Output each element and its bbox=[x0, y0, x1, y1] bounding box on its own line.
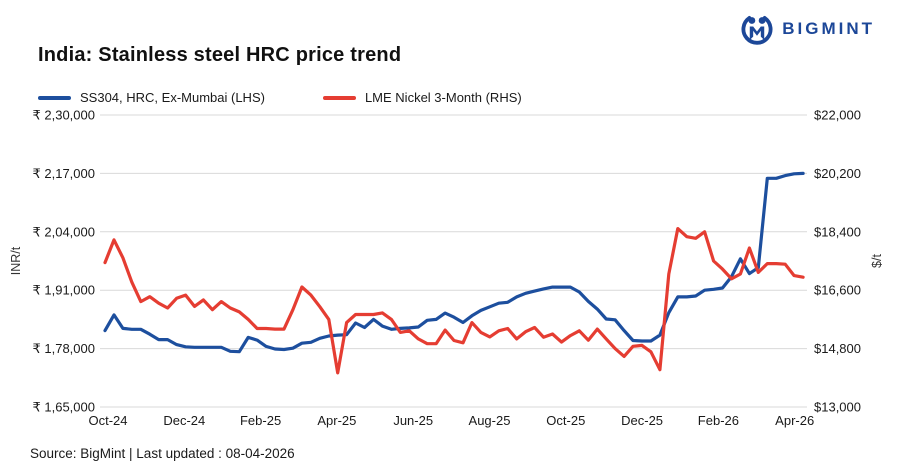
legend-swatch-lme-nickel bbox=[322, 95, 356, 100]
page-title: India: Stainless steel HRC price trend bbox=[38, 44, 402, 66]
x-axis-tick-label: Apr-26 bbox=[775, 413, 814, 428]
right-axis-tick-label: $18,400 bbox=[814, 224, 861, 239]
source-footer: Source: BigMint | Last updated : 08-04-2… bbox=[30, 446, 295, 461]
legend-label-ss304: SS304, HRC, Ex-Mumbai (LHS) bbox=[80, 90, 265, 105]
x-axis-tick-label: Jun-25 bbox=[393, 413, 433, 428]
legend-swatch-ss304 bbox=[38, 95, 71, 100]
bigmint-logo-icon bbox=[741, 16, 773, 45]
series-line-ss304-hrc bbox=[103, 171, 805, 354]
left-axis-tick-label: ₹ 2,17,000 bbox=[33, 166, 96, 181]
x-axis-tick-label: Aug-25 bbox=[469, 413, 511, 428]
right-axis-tick-label: $22,000 bbox=[814, 108, 861, 123]
right-axis-tick-label: $20,200 bbox=[814, 166, 861, 181]
legend-label-lme-nickel: LME Nickel 3-Month (RHS) bbox=[364, 90, 522, 105]
x-axis-tick-label: Feb-26 bbox=[698, 413, 739, 428]
right-axis-tick-label: $16,600 bbox=[814, 283, 861, 298]
x-axis-tick-label: Feb-25 bbox=[240, 413, 281, 428]
x-axis-tick-label: Apr-25 bbox=[317, 413, 356, 428]
legend-item-lme-nickel: LME Nickel 3-Month (RHS) bbox=[322, 90, 522, 105]
legend-item-ss304: SS304, HRC, Ex-Mumbai (LHS) bbox=[38, 90, 265, 105]
left-axis-tick-label: ₹ 1,78,000 bbox=[33, 341, 96, 356]
x-axis-tick-label: Oct-25 bbox=[546, 413, 585, 428]
left-axis-tick-label: ₹ 2,30,000 bbox=[33, 108, 96, 123]
left-axis-tick-label: ₹ 1,65,000 bbox=[33, 400, 96, 415]
x-axis-tick-label: Oct-24 bbox=[88, 413, 127, 428]
x-axis-tick-label: Dec-25 bbox=[621, 413, 663, 428]
right-axis-tick-label: $14,800 bbox=[814, 341, 861, 356]
bigmint-logo: BIGMINT bbox=[740, 12, 875, 46]
right-axis-tick-label: $13,000 bbox=[814, 400, 861, 415]
left-axis-tick-label: ₹ 1,91,000 bbox=[33, 283, 96, 298]
series-line-lme-nickel bbox=[103, 227, 805, 375]
bigmint-logo-text: BIGMINT bbox=[782, 19, 875, 38]
left-axis-tick-label: ₹ 2,04,000 bbox=[33, 224, 96, 239]
chart-legend: SS304, HRC, Ex-Mumbai (LHS) LME Nickel 3… bbox=[38, 90, 522, 105]
x-axis-tick-label: Dec-24 bbox=[163, 413, 205, 428]
